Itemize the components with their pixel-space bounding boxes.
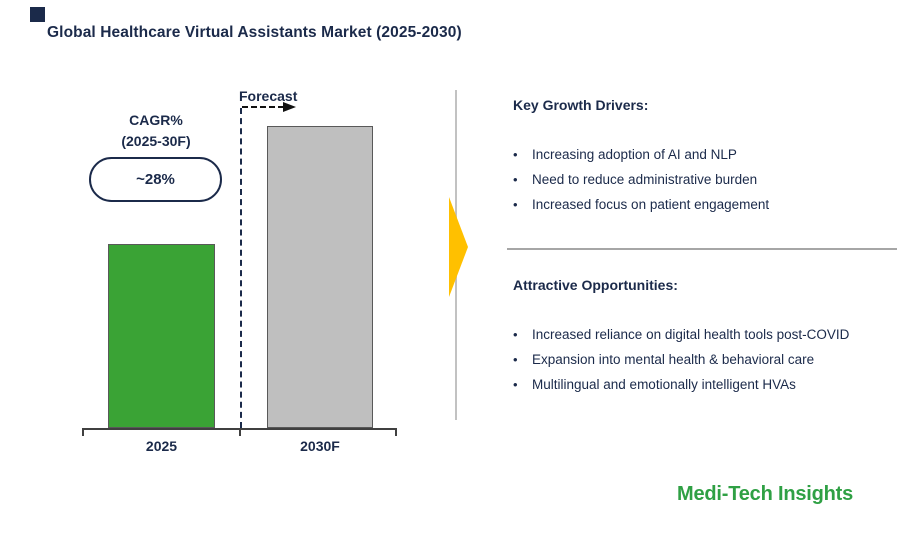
list-item: • Expansion into mental health & behavio… bbox=[513, 350, 893, 375]
list-item-text: Increased focus on patient engagement bbox=[532, 197, 770, 212]
list-item: • Increased reliance on digital health t… bbox=[513, 325, 893, 350]
forecast-divider-dashed-line bbox=[240, 108, 242, 428]
growth-arrow-icon bbox=[449, 197, 468, 297]
axis-tick bbox=[82, 430, 84, 436]
x-axis-line bbox=[82, 428, 397, 436]
section-heading-growth-drivers: Key Growth Drivers: bbox=[513, 97, 649, 113]
bullet-dot: • bbox=[513, 147, 518, 162]
cagr-label: CAGR% (2025-30F) bbox=[89, 110, 223, 152]
bullet-dot: • bbox=[513, 327, 518, 342]
x-axis-label-2030f: 2030F bbox=[300, 438, 340, 454]
list-item: • Need to reduce administrative burden bbox=[513, 170, 893, 195]
axis-tick bbox=[395, 430, 397, 436]
opportunities-list: • Increased reliance on digital health t… bbox=[513, 325, 893, 400]
growth-drivers-list: • Increasing adoption of AI and NLP • Ne… bbox=[513, 145, 893, 220]
bar-2025 bbox=[108, 244, 215, 428]
page-title: Global Healthcare Virtual Assistants Mar… bbox=[47, 24, 462, 41]
list-item: • Multilingual and emotionally intellige… bbox=[513, 375, 893, 400]
list-item-text: Need to reduce administrative burden bbox=[532, 172, 758, 187]
list-item-text: Multilingual and emotionally intelligent… bbox=[532, 377, 796, 392]
cagr-label-line1: CAGR% bbox=[129, 112, 183, 128]
list-item-text: Expansion into mental health & behaviora… bbox=[532, 352, 815, 367]
bullet-dot: • bbox=[513, 172, 518, 187]
list-item: • Increased focus on patient engagement bbox=[513, 195, 893, 220]
forecast-arrow-line-icon bbox=[242, 106, 284, 108]
cagr-value: ~28% bbox=[136, 171, 175, 188]
x-axis-label-2025: 2025 bbox=[145, 438, 178, 454]
forecast-arrowhead-icon bbox=[283, 102, 296, 112]
list-item-text: Increasing adoption of AI and NLP bbox=[532, 147, 737, 162]
section-heading-opportunities: Attractive Opportunities: bbox=[513, 277, 678, 293]
bar-2030f bbox=[267, 126, 373, 428]
bullet-dot: • bbox=[513, 377, 518, 392]
axis-tick bbox=[239, 430, 241, 436]
bullet-dot: • bbox=[513, 352, 518, 367]
cagr-label-line2: (2025-30F) bbox=[121, 133, 191, 149]
forecast-label: Forecast bbox=[239, 88, 298, 104]
list-item-text: Increased reliance on digital health too… bbox=[532, 327, 850, 342]
horizontal-divider-line bbox=[507, 248, 897, 250]
list-item: • Increasing adoption of AI and NLP bbox=[513, 145, 893, 170]
cagr-value-pill: ~28% bbox=[89, 157, 222, 202]
corner-accent-square bbox=[30, 7, 45, 22]
bullet-dot: • bbox=[513, 197, 518, 212]
medi-tech-insights-logo: Medi-Tech Insights bbox=[677, 483, 854, 505]
